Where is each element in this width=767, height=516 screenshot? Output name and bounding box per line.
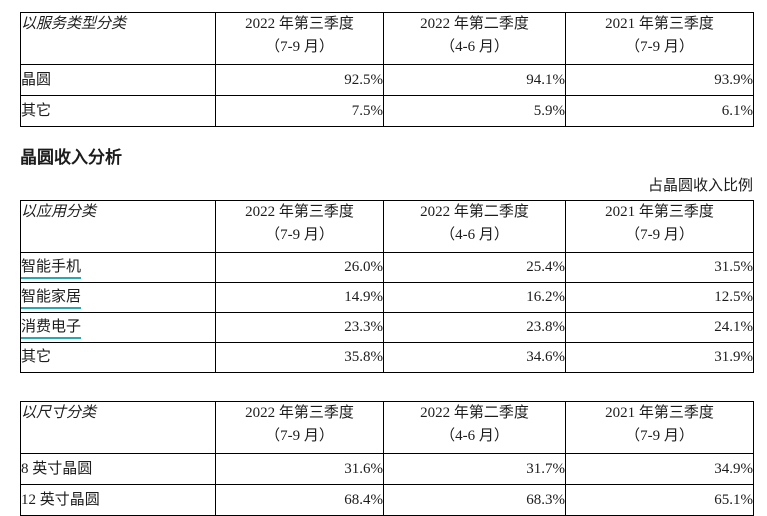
smart-home-link[interactable]: 智能家居 (21, 287, 82, 309)
value-cell: 68.3% (383, 484, 566, 516)
quarter-title: 2022 年第二季度 (420, 16, 529, 32)
section-heading: 晶圆收入分析 (20, 148, 122, 167)
row-label-12inch: 12 英寸晶圆 (20, 484, 216, 516)
value-cell: 35.8% (215, 342, 384, 373)
value-cell: 94.1% (383, 64, 566, 96)
table-row: 智能手机 26.0% 25.4% 31.5% (20, 252, 754, 283)
value-cell: 12.5% (565, 282, 754, 313)
table-header-row: 以服务类型分类 2022 年第三季度 （7-9 月） 2022 年第二季度 （4… (20, 12, 754, 65)
table-header-row: 以尺寸分类 2022 年第三季度 （7-9 月） 2022 年第二季度 （4-6… (20, 401, 754, 454)
column-header-q2-2022: 2022 年第二季度 （4-6 月） (383, 200, 566, 253)
quarter-title: 2022 年第三季度 (245, 405, 354, 421)
row-label-consumer-electronics: 消费电子 (20, 312, 216, 343)
value-cell: 93.9% (565, 64, 754, 96)
value-cell: 24.1% (565, 312, 754, 343)
value-cell: 5.9% (383, 95, 566, 127)
value-cell: 92.5% (215, 64, 384, 96)
quarter-period: （4-6 月） (440, 428, 509, 444)
table-row: 其它 35.8% 34.6% 31.9% (20, 342, 754, 373)
value-cell: 23.3% (215, 312, 384, 343)
table-note: 占晶圆收入比例 (647, 178, 753, 194)
row-label-others: 其它 (20, 342, 216, 373)
category-header: 以服务类型分类 (20, 12, 216, 65)
quarter-period: （7-9 月） (625, 428, 694, 444)
row-label: 晶圆 (20, 64, 216, 96)
category-header: 以尺寸分类 (20, 401, 216, 454)
value-cell: 34.9% (565, 453, 754, 485)
column-header-q3-2021: 2021 年第三季度 （7-9 月） (565, 12, 754, 65)
column-header-q3-2022: 2022 年第三季度 （7-9 月） (215, 200, 384, 253)
table-row: 消费电子 23.3% 23.8% 24.1% (20, 312, 754, 343)
table-row: 8 英寸晶圆 31.6% 31.7% 34.9% (20, 453, 754, 485)
value-cell: 34.6% (383, 342, 566, 373)
quarter-title: 2022 年第二季度 (420, 405, 529, 421)
table-row: 智能家居 14.9% 16.2% 12.5% (20, 282, 754, 313)
row-label-8inch: 8 英寸晶圆 (20, 453, 216, 485)
column-header-q3-2022: 2022 年第三季度 （7-9 月） (215, 401, 384, 454)
quarter-period: （7-9 月） (265, 39, 334, 55)
row-label-smart-home: 智能家居 (20, 282, 216, 313)
quarter-period: （7-9 月） (265, 428, 334, 444)
quarter-title: 2021 年第三季度 (605, 405, 714, 421)
quarter-title: 2021 年第三季度 (605, 204, 714, 220)
consumer-electronics-link[interactable]: 消费电子 (21, 317, 82, 339)
wafer-size-table: 以尺寸分类 2022 年第三季度 （7-9 月） 2022 年第二季度 （4-6… (20, 401, 754, 516)
quarter-period: （7-9 月） (625, 39, 694, 55)
category-header: 以应用分类 (20, 200, 216, 253)
row-label-smartphone: 智能手机 (20, 252, 216, 283)
table-row: 晶圆 92.5% 94.1% 93.9% (20, 64, 754, 96)
value-cell: 31.6% (215, 453, 384, 485)
value-cell: 16.2% (383, 282, 566, 313)
quarter-title: 2022 年第三季度 (245, 16, 354, 32)
application-table: 以应用分类 2022 年第三季度 （7-9 月） 2022 年第二季度 （4-6… (20, 200, 754, 373)
value-cell: 14.9% (215, 282, 384, 313)
quarter-period: （7-9 月） (625, 227, 694, 243)
quarter-period: （7-9 月） (265, 227, 334, 243)
table-row: 12 英寸晶圆 68.4% 68.3% 65.1% (20, 484, 754, 516)
value-cell: 25.4% (383, 252, 566, 283)
value-cell: 65.1% (565, 484, 754, 516)
quarter-title: 2021 年第三季度 (605, 16, 714, 32)
quarter-period: （4-6 月） (440, 39, 509, 55)
value-cell: 31.7% (383, 453, 566, 485)
value-cell: 31.5% (565, 252, 754, 283)
value-cell: 7.5% (215, 95, 384, 127)
quarter-title: 2022 年第二季度 (420, 204, 529, 220)
column-header-q3-2022: 2022 年第三季度 （7-9 月） (215, 12, 384, 65)
column-header-q3-2021: 2021 年第三季度 （7-9 月） (565, 401, 754, 454)
table-row: 其它 7.5% 5.9% 6.1% (20, 95, 754, 127)
column-header-q3-2021: 2021 年第三季度 （7-9 月） (565, 200, 754, 253)
value-cell: 68.4% (215, 484, 384, 516)
quarter-period: （4-6 月） (440, 227, 509, 243)
table-header-row: 以应用分类 2022 年第三季度 （7-9 月） 2022 年第二季度 （4-6… (20, 200, 754, 253)
value-cell: 6.1% (565, 95, 754, 127)
service-type-table: 以服务类型分类 2022 年第三季度 （7-9 月） 2022 年第二季度 （4… (20, 12, 754, 127)
quarter-title: 2022 年第三季度 (245, 204, 354, 220)
column-header-q2-2022: 2022 年第二季度 （4-6 月） (383, 401, 566, 454)
smartphone-link[interactable]: 智能手机 (21, 257, 82, 279)
row-label: 其它 (20, 95, 216, 127)
column-header-q2-2022: 2022 年第二季度 （4-6 月） (383, 12, 566, 65)
value-cell: 23.8% (383, 312, 566, 343)
value-cell: 31.9% (565, 342, 754, 373)
value-cell: 26.0% (215, 252, 384, 283)
